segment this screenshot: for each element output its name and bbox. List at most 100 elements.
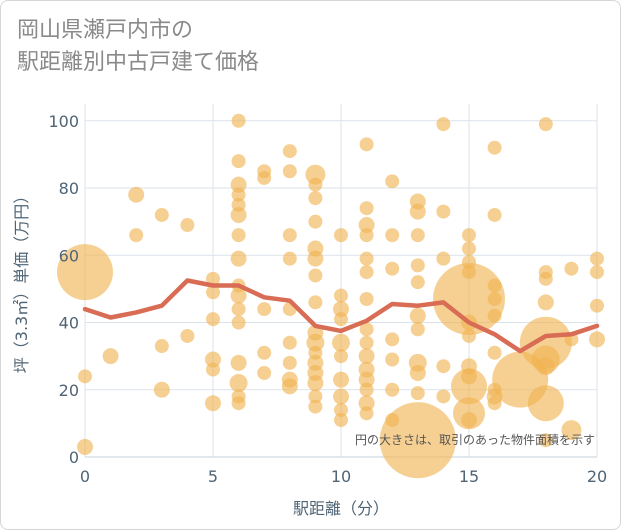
data-point <box>537 294 554 311</box>
data-point <box>527 385 564 422</box>
data-point <box>205 395 221 412</box>
data-point <box>231 197 246 212</box>
data-point <box>538 433 553 448</box>
data-point <box>487 382 502 397</box>
data-point <box>487 345 502 360</box>
data-point <box>308 177 323 192</box>
data-point <box>436 359 451 374</box>
data-point <box>308 399 323 414</box>
data-point <box>334 288 348 303</box>
data-point <box>308 295 323 310</box>
data-point <box>206 271 220 286</box>
x-axis-title: 駅距離（分） <box>293 499 389 518</box>
y-tick-label: 60 <box>59 246 79 265</box>
data-point <box>153 381 170 398</box>
data-point <box>359 406 374 421</box>
data-point <box>487 308 502 323</box>
data-point <box>410 258 425 273</box>
bubble-layer <box>57 113 605 479</box>
x-tick-label: 5 <box>208 467 218 486</box>
data-point <box>206 312 220 327</box>
data-point <box>359 251 374 266</box>
data-point <box>538 271 553 286</box>
data-point <box>128 186 145 203</box>
chart-title: 岡山県瀬戸内市の 駅距離別中古戸建て価格 <box>17 18 260 75</box>
data-point <box>359 137 374 152</box>
data-point <box>257 365 272 380</box>
data-point <box>410 386 425 401</box>
data-point <box>231 228 246 243</box>
data-point <box>57 244 113 301</box>
data-point <box>206 362 220 377</box>
data-point <box>358 217 375 234</box>
y-axis-title: 坪（3.3㎡）単価（万円） <box>12 188 31 373</box>
data-point <box>334 349 348 364</box>
data-point <box>308 345 323 360</box>
data-point <box>307 250 324 267</box>
data-point <box>589 331 605 348</box>
data-point <box>487 278 502 293</box>
data-point <box>180 218 195 233</box>
data-point <box>462 255 476 270</box>
y-tick-label: 40 <box>59 314 79 333</box>
data-point <box>385 352 400 367</box>
data-point <box>385 174 400 189</box>
data-point <box>230 250 247 267</box>
data-point <box>451 368 487 405</box>
data-point <box>282 251 297 266</box>
data-point <box>230 287 247 304</box>
data-point <box>385 413 400 428</box>
data-point <box>308 214 323 229</box>
data-point <box>154 339 169 354</box>
data-point <box>436 204 451 219</box>
data-point <box>281 378 298 395</box>
x-tick-label: 0 <box>80 467 90 486</box>
data-point <box>230 354 247 371</box>
data-point <box>487 140 502 155</box>
data-point <box>385 261 400 276</box>
data-point <box>282 335 297 350</box>
data-point <box>590 298 604 313</box>
data-point <box>307 375 324 392</box>
data-point <box>385 228 400 243</box>
data-point <box>333 388 349 405</box>
data-point <box>334 413 348 428</box>
data-point <box>231 315 246 330</box>
data-point <box>231 187 246 202</box>
data-point <box>590 265 604 280</box>
data-point <box>461 412 477 429</box>
data-point <box>205 351 221 368</box>
size-note: 円の大きさは、取引のあった物件面積を示す <box>355 432 595 447</box>
data-point <box>536 357 555 376</box>
data-point <box>410 322 425 337</box>
data-point <box>333 301 349 318</box>
data-point <box>462 265 476 280</box>
data-point <box>461 368 477 385</box>
data-point <box>359 228 374 243</box>
data-point <box>332 333 350 352</box>
data-point <box>462 228 476 243</box>
data-point <box>385 332 400 347</box>
data-point <box>334 402 348 417</box>
y-tick-label: 20 <box>59 381 79 400</box>
data-point <box>409 203 426 220</box>
data-point <box>257 302 272 317</box>
data-point <box>359 322 374 337</box>
data-point <box>410 275 425 290</box>
data-point <box>409 307 426 324</box>
data-point <box>230 176 247 193</box>
data-point <box>358 371 375 388</box>
data-point <box>308 191 323 206</box>
data-point <box>257 345 272 360</box>
data-point <box>231 396 246 411</box>
data-point <box>229 374 248 393</box>
data-point <box>462 241 476 256</box>
data-point <box>487 396 502 411</box>
data-point <box>358 395 375 412</box>
data-point <box>436 389 451 404</box>
y-tick-label: 80 <box>59 179 79 198</box>
data-point <box>257 170 272 185</box>
x-tick-label: 20 <box>587 467 607 486</box>
data-point <box>359 265 374 280</box>
